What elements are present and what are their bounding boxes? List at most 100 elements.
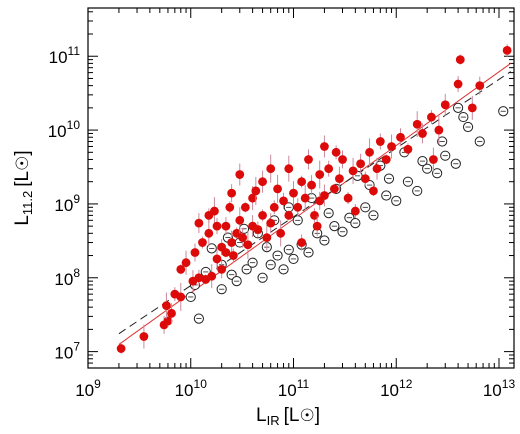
y-tick-label: 1010 [48, 118, 81, 141]
filled-circle-point [116, 344, 126, 353]
filled-circle-point [163, 316, 173, 326]
filled-circle-point [176, 264, 186, 274]
x-tick-label: 1013 [483, 377, 516, 400]
filled-circle-point [324, 164, 334, 174]
data-points [116, 44, 512, 354]
filled-circle-point [350, 206, 360, 216]
solid-fit-line [118, 62, 511, 345]
filled-circle-point [279, 196, 288, 206]
filled-circle-point [429, 155, 438, 164]
filled-circle-point [387, 142, 396, 151]
filled-circle-point [348, 166, 358, 176]
filled-circle-point [269, 202, 279, 212]
filled-circle-point [258, 177, 267, 187]
filled-circle-point [235, 215, 245, 225]
filled-circle-point [343, 193, 353, 203]
x-tick-label: 1012 [380, 377, 413, 400]
filled-circle-point [372, 164, 382, 174]
filled-circle-point [194, 218, 204, 228]
filled-circle-point [227, 238, 237, 247]
filled-circle-point [221, 248, 231, 257]
filled-circle-point [240, 202, 250, 212]
filled-circle-point [284, 210, 294, 220]
filled-circle-point [212, 221, 222, 231]
filled-circle-point [396, 132, 405, 142]
filled-circle-point [204, 228, 214, 238]
filled-circle-point [221, 221, 231, 231]
filled-circle-point [227, 188, 237, 198]
filled-circle-point [212, 254, 222, 264]
filled-circle-point [453, 79, 463, 89]
filled-circle-point [262, 233, 272, 242]
filled-circle-point [307, 180, 316, 190]
filled-circle-point [455, 55, 465, 65]
filled-circle-point [228, 251, 238, 260]
filled-circle-point [198, 238, 207, 247]
filled-circle-point [502, 45, 512, 55]
tick-labels: 109 1010 1011 1012 1013 107 108 109 1010 1011 [48, 44, 516, 400]
x-tick-label: 109 [75, 377, 101, 400]
x-tick-label: 1011 [278, 377, 310, 400]
filled-circle-point [235, 170, 245, 179]
filled-circle-point [190, 248, 200, 257]
filled-circle-point [375, 137, 385, 146]
filled-circle-point [312, 221, 322, 231]
filled-circle-point [194, 273, 204, 283]
filled-circle-point [225, 202, 235, 212]
filled-circle-point [369, 186, 378, 196]
filled-circle-point [331, 147, 341, 157]
filled-circle-point [207, 271, 217, 281]
filled-circle-point [315, 196, 325, 206]
filled-circle-point [162, 301, 171, 310]
filled-circle-point [381, 155, 391, 164]
filled-circle-point [315, 170, 325, 179]
filled-circle-point [248, 193, 258, 203]
x-tick-label: 1010 [175, 377, 208, 400]
filled-circle-point [475, 81, 485, 91]
filled-circle-point [360, 174, 370, 184]
filled-circle-point [297, 177, 307, 187]
filled-circle-point [338, 155, 347, 164]
filled-circle-point [293, 202, 303, 212]
y-tick-label: 1011 [49, 44, 81, 67]
filled-circle-point [412, 119, 422, 129]
fit-lines [118, 62, 511, 345]
filled-circle-point [434, 125, 444, 135]
plot-frame [87, 7, 515, 369]
filled-circle-point [266, 218, 276, 228]
filled-circle-point [258, 210, 267, 220]
filled-circle-point [284, 164, 294, 174]
filled-circle-point [335, 174, 344, 184]
filled-circle-point [297, 238, 307, 247]
filled-circle-point [251, 186, 261, 196]
x-axis-label: LIR [L☉] [256, 405, 320, 428]
filled-circle-point [253, 225, 263, 234]
y-axis-label: L11.2[L☉] [12, 150, 35, 225]
filled-circle-point [403, 144, 413, 154]
filled-circle-point [139, 332, 149, 341]
filled-circle-point [440, 100, 450, 110]
filled-circle-point [304, 155, 313, 164]
filled-circle-point [329, 184, 339, 194]
filled-circle-point [167, 308, 176, 318]
y-tick-label: 107 [54, 340, 80, 363]
filled-circle-point [276, 228, 286, 238]
filled-circle-point [266, 164, 276, 174]
filled-circle-point [427, 112, 436, 122]
filled-circle-point [418, 129, 427, 138]
y-tick-label: 108 [54, 266, 80, 289]
filled-circle-point [310, 210, 319, 220]
filled-circle-point [467, 103, 477, 113]
filled-circle-point [176, 292, 186, 302]
filled-circle-point [210, 206, 219, 216]
filled-circle-point [238, 233, 248, 242]
filled-circle-point [273, 184, 282, 194]
filled-circle-point [243, 240, 253, 250]
filled-circle-point [365, 147, 374, 157]
filled-circle-point [356, 159, 366, 169]
filled-circle-point [181, 258, 191, 268]
filled-circle-point [300, 193, 310, 203]
filled-circle-point [320, 142, 329, 151]
filled-circle-point [289, 188, 298, 198]
